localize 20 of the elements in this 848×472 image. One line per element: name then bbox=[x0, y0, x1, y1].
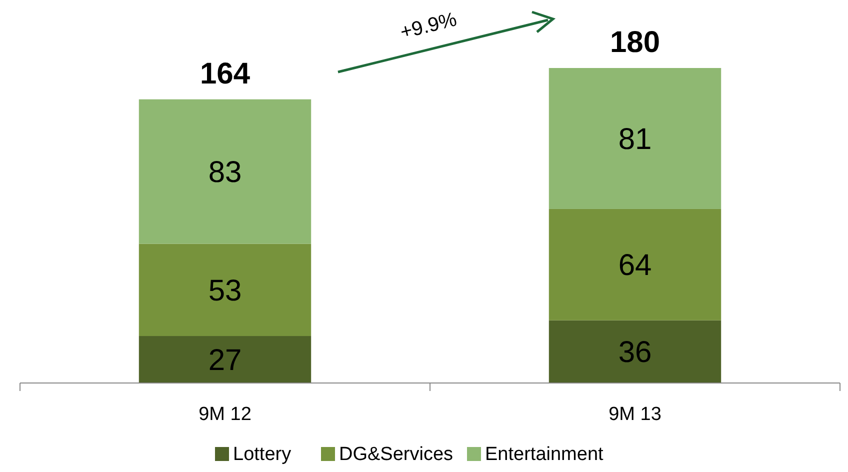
data-label: 36 bbox=[618, 336, 652, 370]
legend-label: Entertainment bbox=[485, 444, 604, 465]
text: +9.9% bbox=[398, 8, 460, 44]
bar bbox=[548, 68, 722, 209]
total-label: 180 bbox=[610, 26, 660, 59]
legend-label: DG&Services bbox=[339, 444, 454, 465]
data-label: 53 bbox=[208, 274, 242, 308]
legend-label: Lottery bbox=[233, 444, 292, 465]
bar bbox=[548, 208, 722, 320]
bar bbox=[138, 99, 312, 244]
data-label: 64 bbox=[618, 249, 652, 282]
total-label: 164 bbox=[200, 57, 250, 90]
data-label: 81 bbox=[618, 122, 652, 156]
bar bbox=[548, 320, 722, 383]
data-label: 83 bbox=[208, 156, 242, 190]
bar bbox=[138, 336, 312, 383]
data-label: 27 bbox=[208, 344, 242, 378]
x-tick-label: 9M 12 bbox=[198, 404, 252, 425]
bar bbox=[138, 244, 312, 336]
x-tick-label: 9M 13 bbox=[608, 404, 662, 425]
